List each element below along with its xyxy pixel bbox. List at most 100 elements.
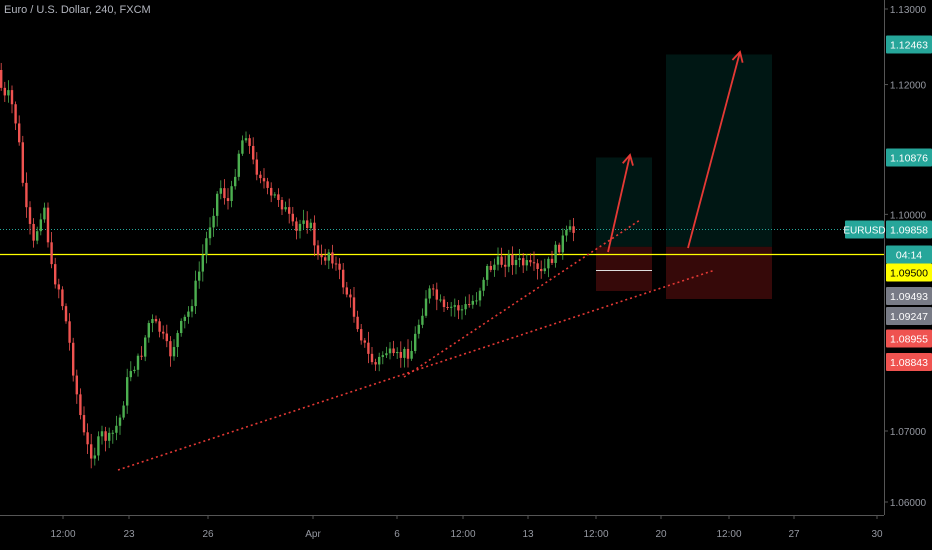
candle-body bbox=[194, 280, 197, 307]
price-badge-label: 1.09493 bbox=[890, 291, 928, 303]
candle-body bbox=[457, 305, 460, 311]
candle bbox=[543, 258, 546, 274]
candle bbox=[136, 353, 140, 377]
candle-body bbox=[432, 288, 435, 290]
candle bbox=[262, 168, 266, 189]
candle-body bbox=[543, 268, 546, 272]
candle-body bbox=[190, 306, 194, 312]
candle-body bbox=[255, 159, 258, 175]
candle-body bbox=[180, 320, 183, 334]
candles-group bbox=[0, 62, 575, 469]
candle-body bbox=[64, 306, 68, 322]
candle-body bbox=[514, 259, 518, 266]
candle-body bbox=[280, 199, 284, 210]
stop-zone-2 bbox=[666, 246, 772, 299]
price-badge-bg bbox=[886, 287, 932, 305]
candle bbox=[187, 306, 190, 324]
candle-body bbox=[7, 90, 10, 96]
price-badge-label: 1.09858 bbox=[890, 225, 928, 237]
candle bbox=[525, 254, 528, 271]
candle-body bbox=[439, 299, 442, 301]
candle-body bbox=[338, 263, 341, 270]
candle bbox=[374, 358, 377, 371]
candle bbox=[414, 326, 417, 354]
candle-body bbox=[424, 298, 428, 316]
candle-body bbox=[237, 153, 240, 177]
candle bbox=[14, 101, 17, 130]
candle-body bbox=[547, 258, 550, 269]
candle-body bbox=[3, 87, 6, 96]
candle bbox=[345, 281, 348, 298]
candle-body bbox=[259, 174, 262, 179]
candle bbox=[28, 201, 32, 235]
candle-body bbox=[435, 289, 438, 300]
candle-body bbox=[284, 207, 287, 210]
candle-body bbox=[108, 432, 111, 441]
price-badge-label: 04:14 bbox=[896, 250, 922, 262]
candle bbox=[453, 298, 456, 317]
candle-body bbox=[356, 316, 359, 330]
candle-body bbox=[129, 371, 132, 378]
candle bbox=[396, 347, 399, 359]
candle bbox=[219, 180, 222, 200]
candle bbox=[158, 318, 161, 338]
candle bbox=[226, 188, 230, 210]
candle-body bbox=[14, 104, 17, 124]
stop-zone-1 bbox=[596, 246, 652, 291]
candle bbox=[320, 244, 323, 265]
candle-body bbox=[511, 254, 514, 266]
candle bbox=[162, 325, 165, 340]
price-badge-label: 1.12463 bbox=[890, 40, 928, 52]
time-tick-label: 13 bbox=[522, 529, 534, 540]
candle bbox=[79, 388, 82, 420]
candle bbox=[90, 433, 93, 469]
candle-body bbox=[464, 304, 467, 310]
candle bbox=[147, 320, 150, 343]
candle bbox=[489, 261, 492, 273]
candle bbox=[417, 319, 420, 339]
candle-body bbox=[295, 221, 298, 231]
candle-body bbox=[536, 263, 539, 269]
candle-body bbox=[46, 207, 50, 243]
candle bbox=[172, 339, 176, 361]
candle-body bbox=[133, 369, 136, 372]
candle-body bbox=[266, 181, 269, 188]
candle bbox=[230, 180, 233, 208]
price-badge-label: 1.09500 bbox=[890, 268, 928, 280]
candle-body bbox=[428, 288, 431, 299]
price-badge-label: 1.08955 bbox=[890, 334, 928, 346]
candle-body bbox=[324, 257, 327, 261]
candle bbox=[10, 85, 14, 114]
time-tick-label: 30 bbox=[871, 529, 883, 540]
price-badge: 1.12463 bbox=[886, 35, 932, 54]
candle bbox=[201, 244, 204, 282]
candle-body bbox=[18, 123, 21, 143]
candle-body bbox=[212, 215, 215, 228]
candle bbox=[61, 286, 64, 311]
candle bbox=[327, 249, 330, 270]
candle-body bbox=[126, 377, 129, 406]
candle-body bbox=[493, 264, 496, 270]
candle bbox=[54, 257, 57, 289]
candle-body bbox=[43, 207, 46, 220]
price-tick-label: 1.12000 bbox=[890, 81, 927, 92]
candle bbox=[306, 211, 309, 234]
candle-body bbox=[288, 207, 291, 214]
candle-body bbox=[471, 300, 474, 305]
candle bbox=[108, 427, 111, 449]
candle-body bbox=[0, 70, 3, 88]
candle bbox=[460, 304, 464, 320]
candle-body bbox=[219, 188, 222, 194]
candle bbox=[32, 218, 35, 248]
candle-body bbox=[399, 351, 402, 358]
target-zone-2 bbox=[666, 54, 772, 247]
candle-body bbox=[374, 362, 377, 365]
candle-body bbox=[226, 198, 230, 202]
candle-body bbox=[61, 289, 64, 307]
candle bbox=[298, 219, 302, 239]
candle bbox=[493, 258, 496, 277]
candle-body bbox=[385, 353, 388, 356]
candle bbox=[259, 171, 262, 184]
